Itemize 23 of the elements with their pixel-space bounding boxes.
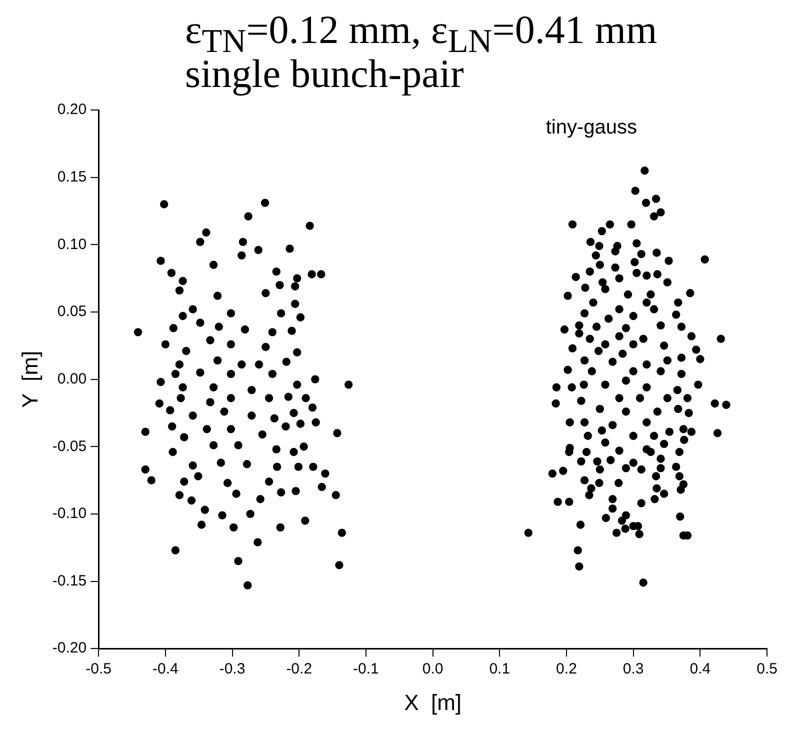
- y-tick-label: 0.00: [57, 370, 87, 388]
- x-tick-label: 0.2: [556, 660, 577, 678]
- y-tick-label: 0.10: [57, 236, 87, 253]
- y-tick-label: -0.15: [52, 572, 87, 590]
- y-axis-title: Y [m]: [17, 350, 42, 408]
- y-tick-label: -0.20: [52, 640, 87, 657]
- x-tick-label: -0.1: [353, 660, 379, 678]
- x-axis-title: X [m]: [404, 690, 462, 715]
- x-tick-label: -0.2: [286, 660, 312, 678]
- annotation: tiny-gauss: [546, 116, 637, 139]
- x-tick-label: 0.1: [489, 660, 510, 678]
- y-tick-label: -0.10: [52, 505, 87, 522]
- y-tick-label: -0.05: [52, 438, 87, 455]
- y-tick-label: 0.15: [57, 168, 87, 186]
- y-tick-label: 0.05: [57, 303, 87, 320]
- x-tick-label: 0.0: [422, 660, 444, 678]
- y-tick-label: 0.20: [57, 101, 87, 118]
- x-tick-label: -0.4: [152, 660, 178, 678]
- x-tick-label: -0.3: [219, 660, 246, 678]
- x-tick-label: -0.5: [86, 660, 112, 678]
- x-tick-label: 0.3: [622, 660, 644, 678]
- x-tick-label: 0.5: [756, 660, 778, 678]
- x-tick-label: 0.4: [690, 660, 711, 678]
